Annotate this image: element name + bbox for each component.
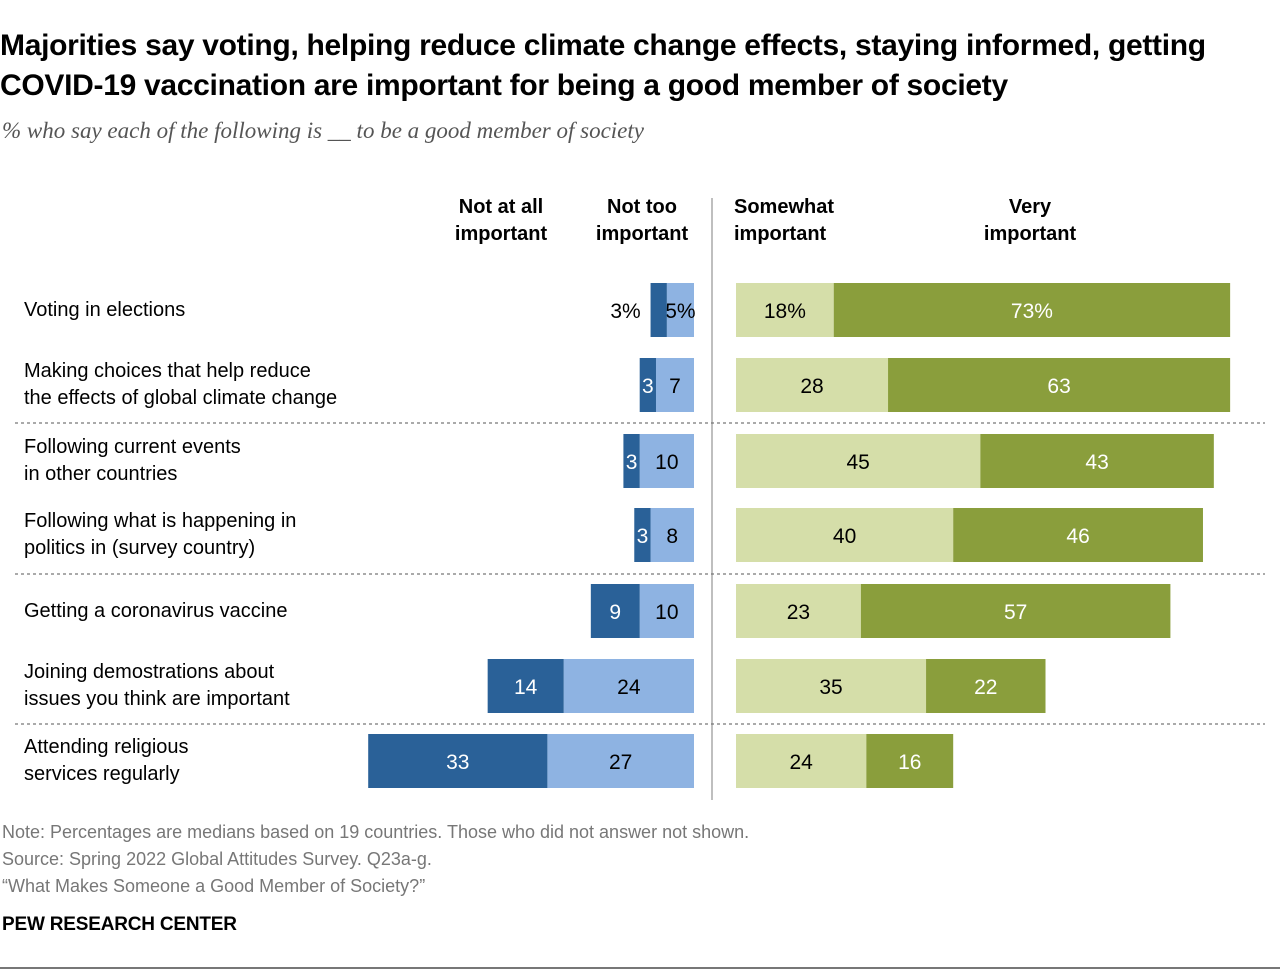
bar-very-important	[926, 659, 1046, 713]
note-text: Note: Percentages are medians based on 1…	[2, 822, 750, 842]
data-label: 3	[642, 375, 654, 398]
row-label: Voting in elections	[24, 298, 186, 321]
chart-title: Majorities say voting, helping reduce cl…	[0, 29, 1206, 102]
data-label: 24	[617, 676, 641, 699]
data-label: 10	[655, 451, 678, 474]
bar-somewhat-important	[736, 358, 889, 412]
data-label: 18%	[764, 300, 806, 323]
bar-very-important	[953, 508, 1203, 562]
bar-not-too-important	[650, 508, 694, 562]
data-label: 33	[446, 751, 469, 774]
bar-not-too-important	[666, 283, 694, 337]
bar-somewhat-important	[736, 734, 867, 788]
bar-somewhat-important	[736, 659, 927, 713]
data-label: 35	[819, 676, 842, 699]
data-label: 3	[637, 525, 649, 548]
data-label: 46	[1066, 525, 1089, 548]
bar-not-at-all-important	[368, 734, 548, 788]
data-label: 24	[789, 751, 813, 774]
column-header-somewhat: Somewhat important	[734, 196, 835, 245]
report-title: “What Makes Someone a Good Member of Soc…	[2, 876, 426, 896]
data-label: 8	[666, 525, 678, 548]
data-label: 16	[898, 751, 921, 774]
row-label: Attending religious services regularly	[24, 736, 189, 785]
row-label: Getting a coronavirus vaccine	[24, 599, 288, 622]
data-label: 9	[609, 601, 621, 624]
bar-somewhat-important	[736, 434, 981, 488]
data-label: 40	[833, 525, 856, 548]
column-header-very: Very important	[983, 196, 1077, 245]
data-label: 28	[800, 375, 823, 398]
data-label: 5%	[665, 300, 695, 323]
bar-not-at-all-important	[487, 659, 564, 713]
bar-not-at-all-important	[650, 283, 667, 337]
data-label: 57	[1004, 601, 1027, 624]
bar-not-too-important	[547, 734, 694, 788]
source-text: Source: Spring 2022 Global Attitudes Sur…	[2, 849, 432, 869]
bar-not-at-all-important	[634, 508, 651, 562]
pew-logo-text: PEW RESEARCH CENTER	[2, 914, 237, 935]
data-label: 22	[974, 676, 997, 699]
bar-somewhat-important	[736, 283, 834, 337]
bar-very-important	[860, 584, 1171, 638]
data-label: 14	[514, 676, 538, 699]
bar-very-important	[866, 734, 954, 788]
data-label: 63	[1047, 375, 1070, 398]
data-label: 7	[669, 375, 681, 398]
bottom-divider	[0, 967, 1280, 969]
bar-not-at-all-important	[623, 434, 640, 488]
bar-very-important	[980, 434, 1214, 488]
bar-not-too-important	[639, 584, 694, 638]
data-label: 10	[655, 601, 678, 624]
bar-not-at-all-important	[590, 584, 640, 638]
data-label: 45	[846, 451, 869, 474]
row-label: Following what is happening in politics …	[24, 510, 297, 559]
bar-somewhat-important	[736, 508, 954, 562]
data-label: 3	[626, 451, 638, 474]
data-label: 3%	[610, 300, 640, 323]
bar-somewhat-important	[736, 584, 861, 638]
data-label: 73%	[1011, 300, 1053, 323]
bar-not-at-all-important	[639, 358, 656, 412]
data-label: 23	[787, 601, 810, 624]
bar-not-too-important	[639, 434, 694, 488]
column-header-not-too: Not too important	[595, 196, 689, 245]
row-label: Joining demostrations about issues you t…	[24, 661, 290, 710]
bar-very-important	[888, 358, 1231, 412]
row-label: Making choices that help reduce the effe…	[24, 360, 338, 409]
bar-not-too-important	[563, 659, 694, 713]
chart-subtitle: % who say each of the following is __ to…	[2, 118, 644, 143]
row-label: Following current events in other countr…	[24, 436, 241, 485]
column-header-not-at-all: Not at all important	[454, 196, 548, 245]
data-label: 27	[609, 751, 632, 774]
bar-very-important	[833, 283, 1231, 337]
bar-not-too-important	[655, 358, 694, 412]
data-label: 43	[1085, 451, 1108, 474]
